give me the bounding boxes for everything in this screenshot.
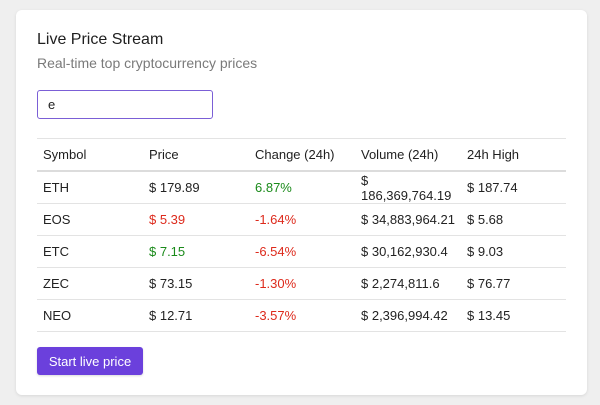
cell-change: 6.87% <box>249 171 355 204</box>
card-subtitle: Real-time top cryptocurrency prices <box>37 55 258 71</box>
table-row: NEO $ 12.71 -3.57% $ 2,396,994.42 $ 13.4… <box>37 299 566 332</box>
cell-symbol: ETC <box>37 235 143 268</box>
table-header: Symbol Price Change (24h) Volume (24h) 2… <box>37 138 566 172</box>
cell-price: $ 5.39 <box>143 203 249 236</box>
cell-price: $ 12.71 <box>143 299 249 332</box>
cell-price: $ 179.89 <box>143 171 249 204</box>
cell-high: $ 9.03 <box>461 235 566 268</box>
cell-price: $ 73.15 <box>143 267 249 300</box>
cell-change: -1.30% <box>249 267 355 300</box>
table-row: EOS $ 5.39 -1.64% $ 34,883,964.21 $ 5.68 <box>37 203 566 236</box>
table-body: ETH $ 179.89 6.87% $ 186,369,764.19 $ 18… <box>37 171 566 332</box>
cell-high: $ 13.45 <box>461 299 566 332</box>
cell-symbol: ETH <box>37 171 143 204</box>
cell-high: $ 5.68 <box>461 203 566 236</box>
table-row: ETC $ 7.15 -6.54% $ 30,162,930.4 $ 9.03 <box>37 235 566 268</box>
price-table: Symbol Price Change (24h) Volume (24h) 2… <box>37 138 566 332</box>
cell-change: -1.64% <box>249 203 355 236</box>
cell-high: $ 76.77 <box>461 267 566 300</box>
cell-price: $ 7.15 <box>143 235 249 268</box>
search-input[interactable] <box>37 90 213 119</box>
cell-change: -6.54% <box>249 235 355 268</box>
cell-volume: $ 34,883,964.21 <box>355 203 461 236</box>
cell-volume: $ 186,369,764.19 <box>355 171 461 204</box>
cell-symbol: NEO <box>37 299 143 332</box>
start-live-price-button[interactable]: Start live price <box>37 347 143 375</box>
cell-volume: $ 30,162,930.4 <box>355 235 461 268</box>
cell-high: $ 187.74 <box>461 171 566 204</box>
cell-volume: $ 2,396,994.42 <box>355 299 461 332</box>
column-header-symbol[interactable]: Symbol <box>37 138 143 172</box>
column-header-high[interactable]: 24h High <box>461 138 566 172</box>
price-stream-card: Live Price Stream Real-time top cryptocu… <box>16 10 587 395</box>
cell-symbol: ZEC <box>37 267 143 300</box>
card-title: Live Price Stream <box>37 31 164 48</box>
cell-change: -3.57% <box>249 299 355 332</box>
cell-volume: $ 2,274,811.6 <box>355 267 461 300</box>
table-header-row: Symbol Price Change (24h) Volume (24h) 2… <box>37 138 566 172</box>
cell-symbol: EOS <box>37 203 143 236</box>
column-header-price[interactable]: Price <box>143 138 249 172</box>
column-header-volume[interactable]: Volume (24h) <box>355 138 461 172</box>
table-row: ZEC $ 73.15 -1.30% $ 2,274,811.6 $ 76.77 <box>37 267 566 300</box>
table-row: ETH $ 179.89 6.87% $ 186,369,764.19 $ 18… <box>37 171 566 204</box>
column-header-change[interactable]: Change (24h) <box>249 138 355 172</box>
